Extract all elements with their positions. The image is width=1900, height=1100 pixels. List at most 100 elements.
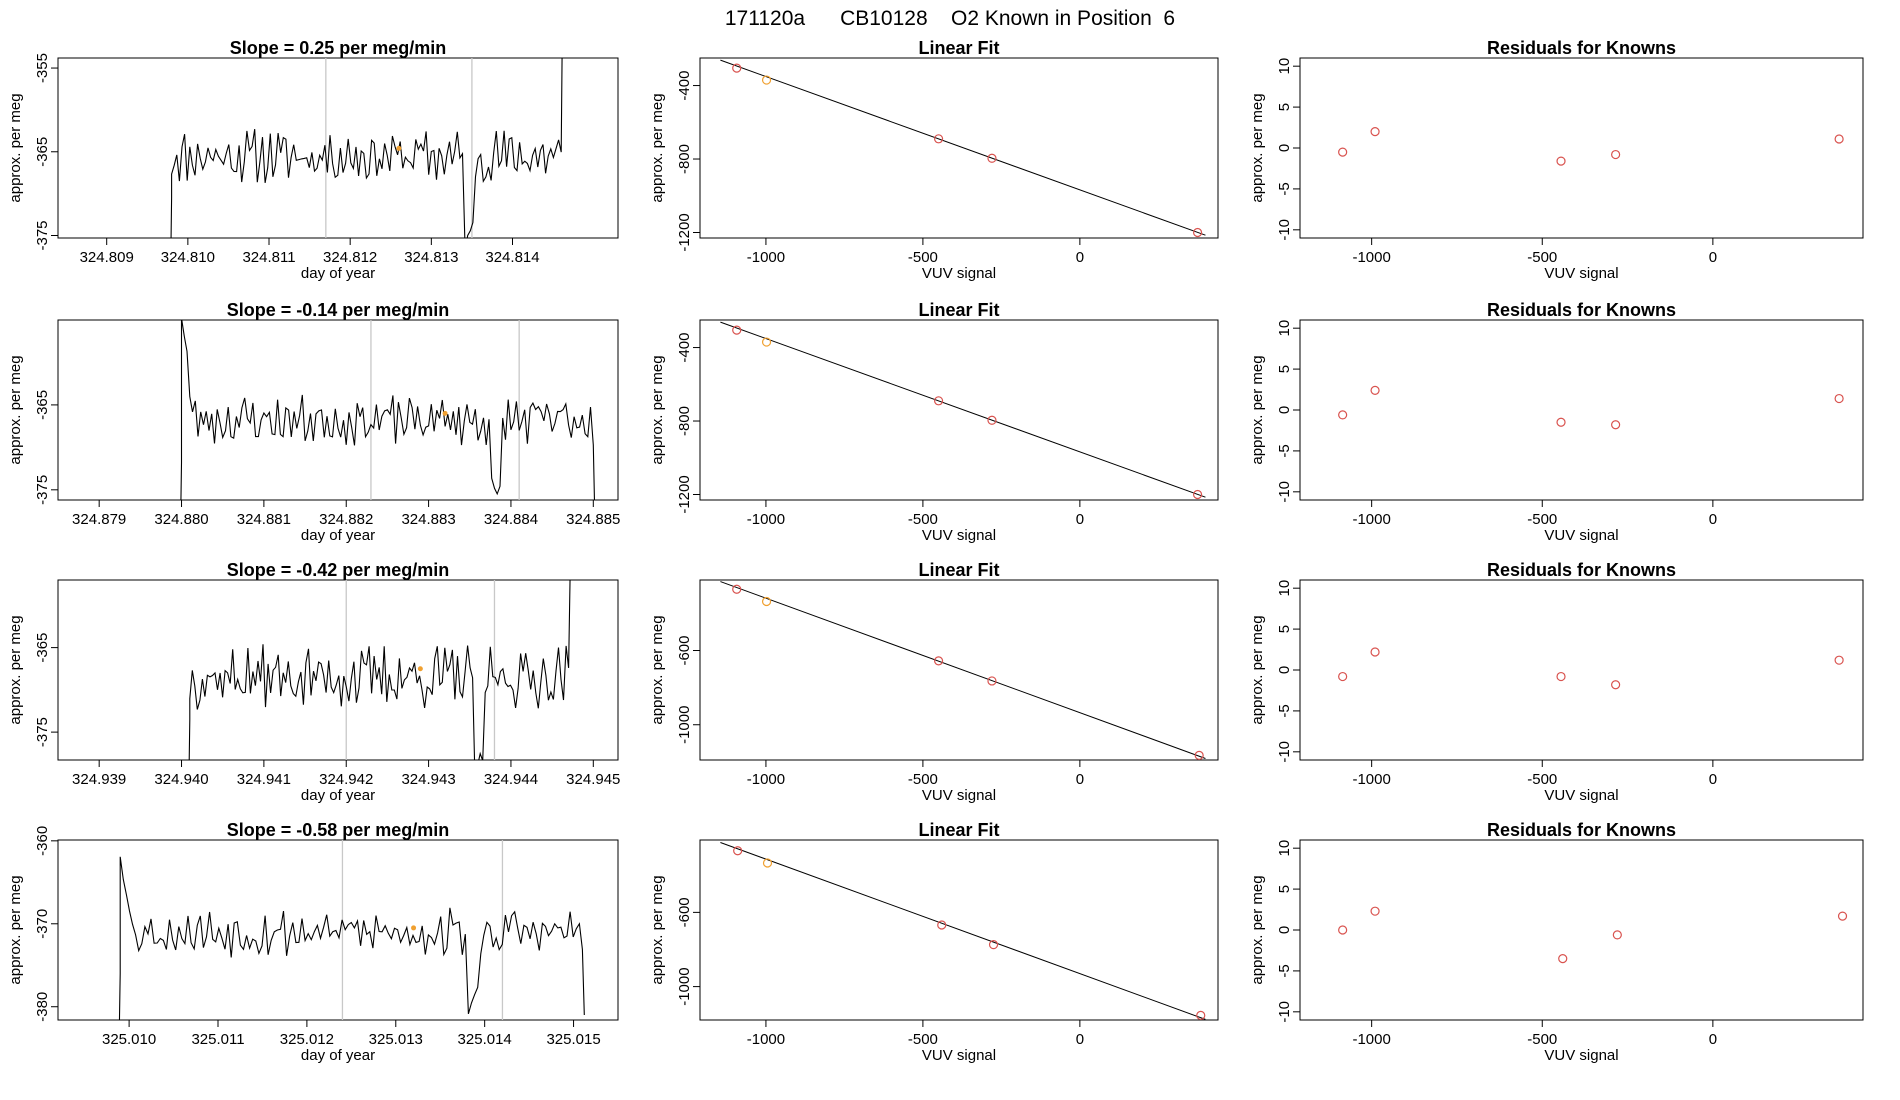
y-axis-label: approx. per meg [649,615,666,724]
y-tick-label: -1000 [676,967,693,1005]
y-axis-label: approx. per meg [1249,615,1266,724]
y-tick-label: 10 [1276,840,1293,857]
data-point [937,920,947,930]
panel-2: Linear Fit -1000 -500 0 -400 -800 -1200 VUV sig… [649,38,1219,282]
x-tick-label: 324.885 [566,511,620,528]
x-tick-label: -1000 [747,1031,785,1048]
panel-11: Linear Fit -1000 -500 0 -600 -1000 VUV signal a… [649,820,1219,1064]
plot-frame [1299,319,1864,501]
x-axis-label: VUV signal [922,265,996,282]
data-trace [170,58,563,238]
fit-line [720,59,1206,236]
data-point [933,134,944,144]
x-tick-label: 324.810 [161,249,215,266]
x-tick-label: 324.944 [484,771,538,788]
y-tick-label: 5 [1276,625,1293,633]
x-tick-label: 324.879 [72,511,126,528]
data-point [1556,671,1566,682]
data-point [1370,127,1380,137]
data-point [1370,647,1380,657]
data-trace [180,320,595,500]
y-tick-label: -355 [34,53,51,83]
x-axis-label: day of year [301,787,375,804]
plot-area [118,840,585,1020]
data-point [987,153,997,163]
data-point [1611,680,1621,690]
x-axis-label: VUV signal [1544,1047,1618,1064]
y-tick-label: 10 [1276,320,1293,337]
x-tick-label: 324.882 [319,511,373,528]
x-tick-label: -1000 [1352,771,1390,788]
y-tick-label: -375 [34,475,51,505]
y-tick-label: -365 [34,137,51,167]
y-axis-label: approx. per meg [7,875,24,984]
x-tick-label: 325.010 [102,1031,156,1048]
plot-frame [57,319,619,501]
y-tick-label: -800 [676,144,693,174]
y-axis-label: approx. per meg [1249,355,1266,464]
data-point [1611,420,1621,430]
x-tick-label: -500 [1527,1031,1557,1048]
highlight-point [761,337,772,347]
x-tick-label: 324.814 [485,249,539,266]
y-tick-label: -5 [1276,444,1293,457]
x-tick-label: 325.014 [458,1031,512,1048]
y-tick-label: -1200 [676,475,693,513]
panel-title: Residuals for Knowns [1487,820,1676,840]
plot-area [170,58,563,238]
data-point [1834,393,1844,404]
panel-title: Slope = 0.25 per meg/min [230,38,447,58]
x-tick-label: 324.880 [154,511,208,528]
x-tick-label: 0 [1709,511,1717,528]
x-tick-label: 324.809 [80,249,134,266]
x-tick-label: 324.881 [237,511,291,528]
y-tick-label: -600 [676,635,693,665]
data-point [1837,911,1848,921]
x-tick-label: -1000 [1352,1031,1390,1048]
panel-4: Slope = -0.14 per meg/min 324.879 324.880 3… [7,300,620,544]
y-tick-label: -5 [1276,182,1293,195]
data-point [733,846,743,856]
x-tick-label: 324.943 [401,771,455,788]
y-tick-label: -10 [1276,741,1293,763]
x-tick-label: 324.941 [237,771,291,788]
panel-7: Slope = -0.42 per meg/min 324.939 324.940 3… [7,560,620,804]
plot-area [188,580,571,760]
fit-line [720,321,1206,498]
y-tick-label: -400 [676,71,693,101]
x-tick-label: 324.813 [404,249,458,266]
data-point [1338,925,1348,935]
y-axis-label: approx. per meg [649,93,666,202]
data-point [1338,147,1348,157]
panel-title: Slope = -0.58 per meg/min [227,820,450,840]
y-axis-label: approx. per meg [7,93,24,202]
data-point [988,940,999,950]
panel-5: Linear Fit -1000 -500 0 -400 -800 -1200 VUV sig… [649,300,1219,544]
plot-area [720,842,1206,1020]
plot-frame [1299,579,1864,761]
y-tick-label: -800 [676,406,693,436]
y-tick-label: -5 [1276,704,1293,717]
panel-3: Residuals for Knowns -1000 -500 0 10 5 0 -5 -10 V… [1249,38,1864,282]
y-tick-label: -10 [1276,481,1293,503]
panel-title: Linear Fit [918,820,999,840]
y-tick-label: 5 [1276,103,1293,111]
x-tick-label: -500 [908,771,938,788]
y-tick-label: -380 [34,992,51,1022]
x-axis-label: VUV signal [1544,527,1618,544]
x-tick-label: 324.811 [242,249,295,266]
data-point [933,396,944,406]
x-tick-label: 325.011 [191,1031,244,1048]
y-tick-label: -375 [34,220,51,250]
y-axis-label: approx. per meg [7,355,24,464]
data-point [933,656,944,666]
x-tick-label: -500 [908,1031,938,1048]
y-tick-label: 0 [1276,666,1293,674]
x-tick-label: -1000 [1352,249,1390,266]
y-tick-label: -10 [1276,219,1293,241]
data-point [1370,906,1380,916]
y-tick-label: 10 [1276,580,1293,597]
data-point [1834,655,1844,665]
